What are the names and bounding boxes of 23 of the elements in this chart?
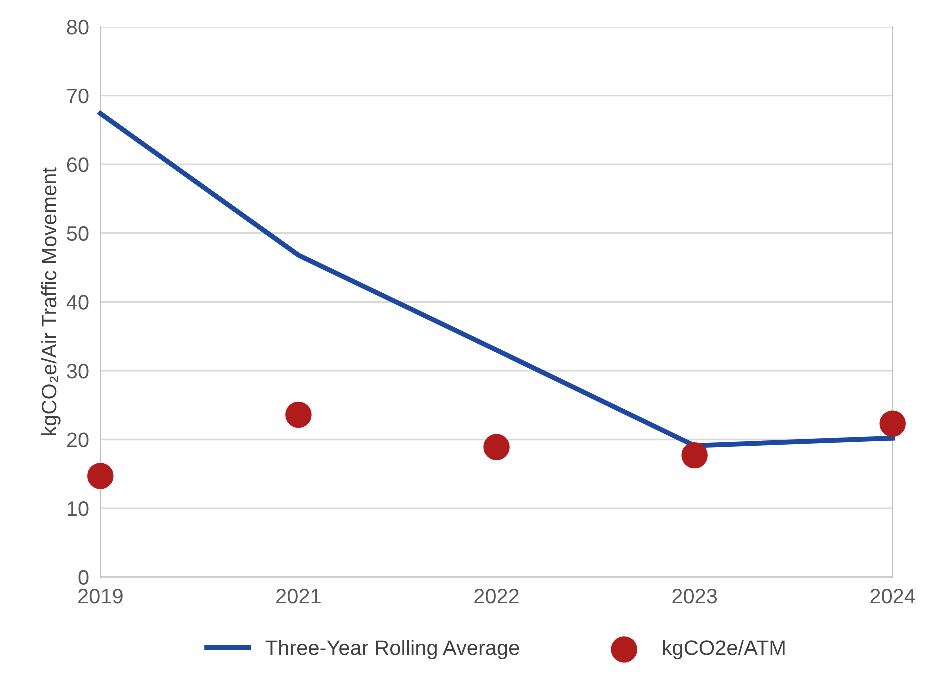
point: [88, 463, 114, 490]
legend-label: Three-Year Rolling Average: [266, 640, 520, 660]
y-tick-label: 80: [67, 20, 89, 35]
point: [880, 410, 906, 438]
x-tick-label: 2023: [672, 588, 718, 604]
legend-label: kgCO2e/ATM: [663, 640, 785, 660]
y-tick-label: 50: [67, 226, 89, 242]
x-tick-label: 2024: [870, 588, 916, 604]
line-series: [98, 111, 896, 448]
x-tick-label: 2021: [276, 588, 321, 604]
y-tick-label: 20: [67, 432, 89, 448]
y-tick-label: 60: [67, 158, 89, 172]
y-tick-label: 70: [67, 88, 89, 104]
y-tick-label: 0: [78, 570, 89, 586]
x-tick-label: 2022: [474, 588, 519, 604]
y-tick-label: 30: [67, 364, 89, 379]
point: [286, 402, 312, 428]
y-axis-title: kgCO₂e/Air Traffic Movement: [41, 168, 61, 436]
x-tick-label: 2019: [78, 588, 123, 604]
y-tick-label: 10: [68, 502, 89, 516]
y-tick-label: 40: [66, 295, 89, 310]
point: [484, 434, 510, 460]
point: [682, 442, 708, 469]
